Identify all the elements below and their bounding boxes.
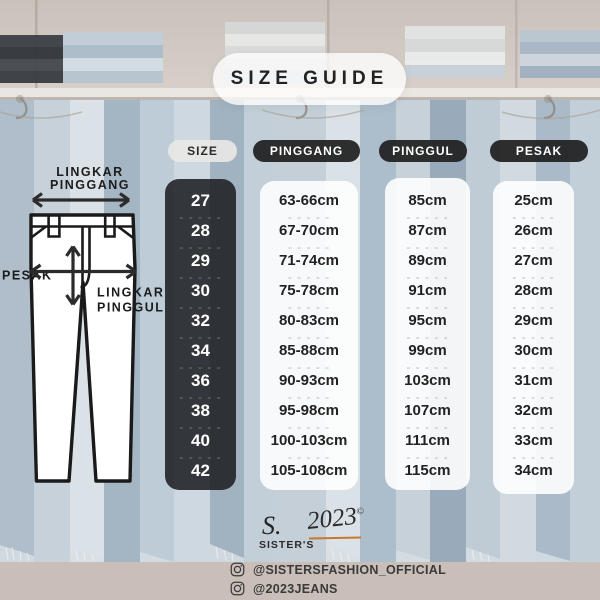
svg-text:PINGGUL: PINGGUL (97, 301, 164, 315)
svg-text:LINGKAR: LINGKAR (97, 286, 164, 300)
svg-text:LINGKAR: LINGKAR (56, 165, 123, 179)
svg-text:PINGGANG: PINGGANG (50, 178, 130, 192)
